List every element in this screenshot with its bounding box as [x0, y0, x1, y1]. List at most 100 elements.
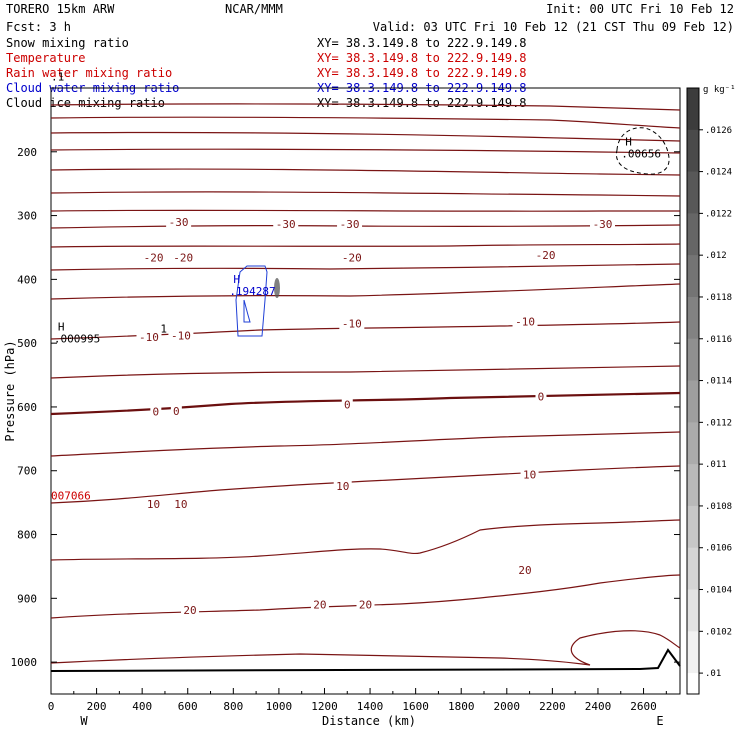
- contour-label: -30: [169, 216, 189, 229]
- contour-label-bg: [337, 217, 363, 230]
- contour-labels: -30 -30 -30 -30-20 -20 -20 -20-10 -10-10 -100 0 00…: [136, 215, 616, 617]
- contour-label: 10: [147, 498, 160, 511]
- contour-label-bg: [310, 598, 329, 611]
- annotation-label: .1: [51, 70, 64, 83]
- y-tick-label: 400: [17, 273, 37, 286]
- contour-label-bg: [150, 405, 162, 418]
- colorbar-label: .0102: [705, 627, 732, 637]
- colorbar-label: .0124: [705, 168, 732, 178]
- contour-label-bg: [341, 398, 353, 411]
- contour-label: 0: [344, 398, 351, 411]
- field-legend: Snow mixing ratio XY= 38.3.149.8 to 222.…: [6, 36, 527, 110]
- y-tick-label: 700: [17, 465, 37, 478]
- colorbar-label: .012: [705, 251, 727, 261]
- annotation-label: H: [625, 135, 632, 148]
- colorbar-swatch: [687, 380, 699, 423]
- colorbar-label: .0122: [705, 209, 732, 219]
- plot-frame: [50, 87, 681, 695]
- contour-label-bg: [356, 598, 375, 611]
- contour-label: 20: [183, 604, 196, 617]
- contour-label: 10: [523, 469, 536, 482]
- colorbar-swatch: [687, 422, 699, 465]
- east-label: E: [656, 714, 663, 728]
- valid-time: Valid: 03 UTC Fri 10 Feb 12 (21 CST Thu …: [373, 20, 734, 34]
- colorbar-label: .0114: [705, 377, 732, 387]
- y-axis-title: Pressure (hPa): [3, 340, 17, 441]
- annotation-label: H: [58, 320, 65, 333]
- colorbar-label: .0106: [705, 544, 732, 554]
- contour-label: -20: [144, 252, 164, 265]
- terrain-line: [50, 648, 681, 672]
- contour-label-bg: [273, 217, 299, 230]
- contour-label: -10: [515, 315, 535, 328]
- contour-label-bg: [512, 315, 538, 328]
- x-tick-label: 2000: [494, 700, 521, 713]
- contour-label-bg: [590, 217, 616, 230]
- field-name: Snow mixing ratio: [6, 36, 129, 50]
- colorbar-swatch: [687, 171, 699, 214]
- colorbar-swatch: [687, 255, 699, 298]
- x-tick-label: 1400: [357, 700, 384, 713]
- contour-label: 20: [359, 599, 372, 612]
- colorbar-label: .01: [705, 669, 721, 679]
- colorbar-swatch: [687, 464, 699, 507]
- x-tick-label: 800: [223, 700, 243, 713]
- y-tick-label: 600: [17, 401, 37, 414]
- center-title: NCAR/MMM: [225, 2, 283, 16]
- colorbar-swatch: [687, 129, 699, 173]
- colorbar-label: .011: [705, 460, 727, 470]
- x-tick-label: 200: [87, 700, 107, 713]
- y-tick-label: 900: [17, 592, 37, 605]
- y-tick-label: 800: [17, 529, 37, 542]
- contour-label: 10: [336, 480, 349, 493]
- contour-label-bg: [170, 404, 182, 417]
- colorbar-unit: g kg⁻¹: [703, 85, 736, 95]
- colorbar-label: .0108: [705, 502, 732, 512]
- x-tick-label: 0: [48, 700, 55, 713]
- colorbar-swatch: [687, 296, 699, 340]
- colorbar-label: .0112: [705, 418, 732, 428]
- contour-label: -20: [342, 252, 362, 265]
- colorbar-swatch: [687, 505, 699, 549]
- temperature-contours: [50, 103, 681, 666]
- y-tick-label: 300: [17, 210, 37, 223]
- x-tick-label: 2200: [539, 700, 566, 713]
- contour-label-bg: [339, 251, 365, 264]
- colorbar-swatch: [687, 213, 699, 256]
- contour-label: -20: [536, 249, 556, 262]
- x-tick-label: 2400: [585, 700, 612, 713]
- contour-label: -30: [276, 218, 296, 231]
- colorbar-frame: [686, 87, 700, 695]
- contour-label-bg: [166, 215, 192, 228]
- annotation-label: H: [233, 273, 240, 286]
- contour-label: -10: [139, 331, 159, 344]
- y-tick-label: 1000: [11, 656, 38, 669]
- x-tick-label: 400: [132, 700, 152, 713]
- colorbar-label: .0104: [705, 586, 732, 596]
- x-tick-label: 1800: [448, 700, 475, 713]
- colorbar: g kg⁻¹ .0126 .0124 .0122 .012 .0118 .0116 .011…: [686, 85, 736, 716]
- colorbar-swatch: [687, 631, 699, 674]
- contour-label-bg: [168, 329, 194, 342]
- field-xy: XY= 38.3.149.8 to 222.9.149.8: [317, 51, 527, 65]
- y-tick-label: 200: [17, 146, 37, 159]
- colorbar-swatch: [687, 88, 699, 131]
- contour-label: 0: [173, 405, 180, 418]
- contour-label: 20: [518, 564, 531, 577]
- x-tick-label: 1200: [311, 700, 338, 713]
- contour-label: 0: [153, 405, 160, 418]
- colorbar-label: .0116: [705, 335, 732, 345]
- contour-label: -10: [342, 317, 362, 330]
- contour-label-bg: [516, 564, 535, 577]
- snow-shading: [274, 278, 280, 298]
- contour-label: -30: [593, 218, 613, 231]
- x-tick-label: 1600: [402, 700, 429, 713]
- contour-label: -20: [173, 252, 193, 265]
- x-tick-label: 1000: [266, 700, 293, 713]
- contour-label-bg: [170, 251, 196, 264]
- field-xy: XY= 38.3.149.8 to 222.9.149.8: [317, 66, 527, 80]
- field-xy: XY= 38.3.149.8 to 222.9.149.8: [317, 36, 527, 50]
- annotation-label: 007066: [51, 489, 91, 502]
